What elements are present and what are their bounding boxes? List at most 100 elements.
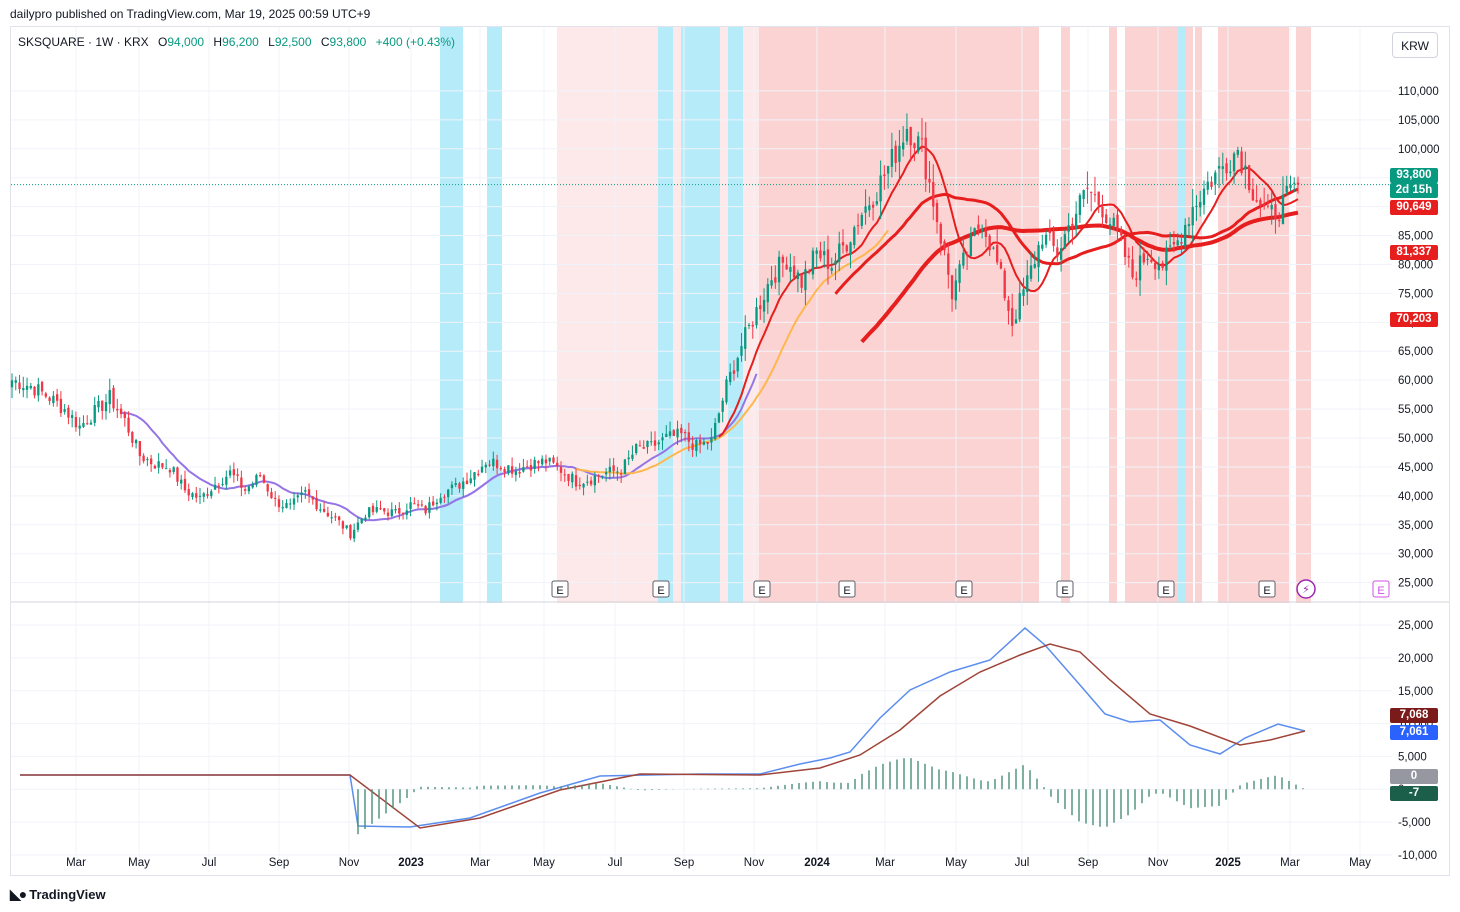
candle-body [894,145,897,164]
candle-body [33,386,36,396]
candle-body [1225,163,1228,174]
candle-body [589,480,593,485]
candle-body [97,400,100,408]
candle-body [958,264,961,283]
highlight-band [759,27,1039,603]
candle-body [969,233,973,257]
earnings-marker [1372,580,1390,598]
candle-body [337,516,341,521]
highlight-band [557,27,658,603]
earnings-markers: E E E E E E E E E ⚡ [551,579,1390,599]
candle-body [334,516,337,518]
candle-body [1232,153,1236,172]
candle-body [89,422,93,425]
candle-body [744,327,747,349]
candle-body [646,440,649,448]
candle-body [74,416,78,428]
legend-change: +400 (+0.43%) [375,35,455,49]
ma-mid-line [834,187,1299,295]
price-axis-tick: 50,000 [1398,433,1433,445]
candle-body [281,507,284,509]
time-axis-tick: Nov [1148,857,1169,869]
candle-body [484,464,487,468]
highlight-band [658,27,673,603]
candle-body [1011,308,1014,326]
candle-body [1056,247,1059,257]
candle-body [834,260,837,265]
candle-body [311,496,314,500]
candle-body [1210,181,1213,187]
candle-body [1078,195,1082,215]
macd-line [20,627,1306,828]
candle-body [78,425,81,429]
candle-body [698,439,702,445]
candle-body [1184,224,1187,247]
candle-body [176,467,179,482]
candle-body [405,510,408,515]
candle-body [1176,240,1179,246]
candle-body [864,206,867,213]
candle-body [661,437,664,441]
candle-body [525,466,529,468]
candle-body [44,393,48,397]
candle-body [623,459,627,475]
candle-body [1014,319,1018,324]
candle-body [319,509,322,511]
zero-badge: 0 [1390,769,1438,784]
candle-body [563,474,566,476]
candle-body [612,465,615,471]
candle-body [871,204,875,208]
candle-body [131,432,134,443]
candle-body [1048,231,1051,234]
time-axis-tick: Nov [744,857,765,869]
candle-body [943,241,946,251]
candle-body [398,507,401,514]
price-axis-tick: 80,000 [1398,259,1433,271]
candle-body [766,284,769,303]
highlight-band [720,27,728,603]
candle-body [616,471,619,473]
candle-body [593,475,597,486]
candle-body [1063,234,1067,249]
candle-body [777,256,781,283]
candle-body [947,253,950,275]
candle-body [792,265,796,278]
candle-body [1172,241,1176,245]
macd-panel [20,627,1306,835]
candle-body [653,440,657,446]
earnings-marker [753,580,771,598]
candle-body [1236,149,1240,155]
candle-body [119,408,123,415]
time-axis-tick: Mar [66,857,86,869]
candle-body [691,443,694,450]
candle-body [954,280,957,301]
candle-body [826,249,830,270]
candle-body [683,432,687,434]
candle-body [112,387,115,409]
legend-high: 96,200 [222,35,259,49]
candle-body [984,230,988,237]
highlight-band [487,27,502,603]
candle-body [29,385,32,389]
time-axis-tick: May [1349,857,1371,869]
countdown-badge: 2d 15h [1390,183,1438,198]
candle-body [1090,191,1093,193]
candle-body [928,178,931,183]
candle-body [751,324,754,327]
time-axis-tick: Jul [202,857,217,869]
candle-body [431,501,435,506]
candle-body [747,324,751,326]
price-axis-tick: 110,000 [1398,86,1439,98]
currency-button[interactable]: KRW [1392,32,1438,58]
earnings-marker [838,580,856,598]
candle-body [123,412,126,419]
tradingview-logo[interactable]: ◣● TradingView [10,886,106,903]
candle-body [202,493,205,497]
candle-body [732,370,736,374]
candle-body [1093,194,1097,196]
candle-body [146,459,149,461]
candle-body [40,381,44,392]
price-axis-tick: 45,000 [1398,462,1433,474]
candle-body [537,461,540,464]
